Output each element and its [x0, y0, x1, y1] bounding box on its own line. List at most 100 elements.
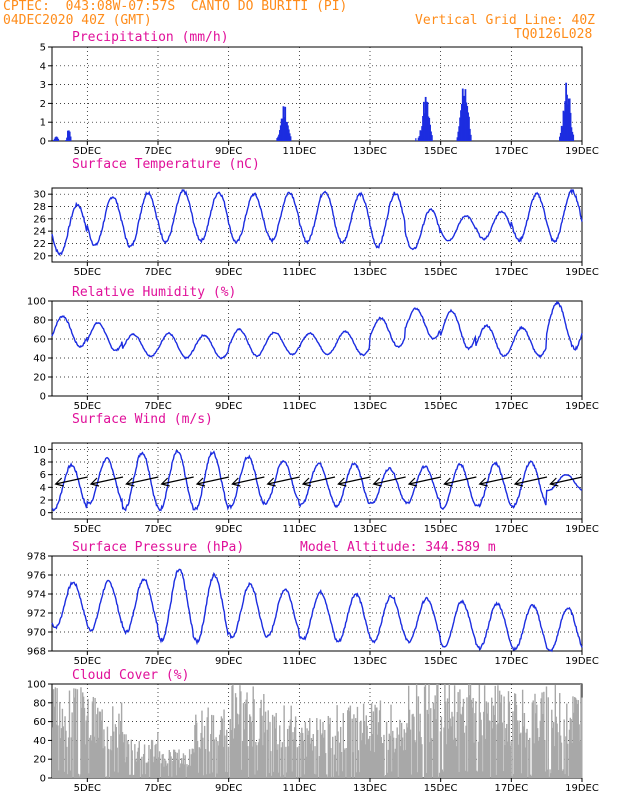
panel6-cloud-bar — [146, 763, 148, 778]
panel6-cloud-bar — [251, 746, 254, 778]
panel6-cloud-bar — [249, 716, 252, 778]
panel6-cloud-bar — [229, 718, 231, 778]
panel5-title: Surface Pressure (hPa) — [72, 540, 244, 555]
panel2-title: Surface Temperature (nC) — [72, 157, 260, 172]
panel6-cloud-bar — [483, 711, 485, 778]
panel6-cloud-bar — [204, 749, 207, 778]
panel6-cloud-bar — [559, 735, 562, 778]
panel3-series-line — [51, 300, 583, 360]
panel6-cloud-bar — [444, 684, 446, 778]
panel6-cloud-bar — [367, 739, 369, 778]
panel4-xtick-label: 7DEC — [144, 524, 171, 535]
panel6-cloud-bar — [555, 716, 557, 778]
wind-arrow-head — [231, 477, 241, 487]
panel6-cloud-bar — [549, 769, 551, 778]
panel6-cloud-bar — [561, 770, 564, 778]
panel6-cloud-bar — [565, 736, 567, 778]
panel6-cloud-bar — [339, 726, 342, 778]
panel5-ytick-label: 972 — [27, 609, 46, 620]
panel6-cloud-bar — [416, 772, 419, 778]
panel6-cloud-bar — [538, 737, 541, 778]
wind-arrow-shaft — [550, 476, 583, 485]
panel6-cloud-bar — [81, 707, 83, 778]
panel6-cloud-bar — [65, 730, 67, 778]
panel6-cloud-bar — [109, 749, 111, 778]
panel6-cloud-bar — [165, 760, 167, 778]
panel3-xtick-label: 19DEC — [565, 401, 599, 412]
wind-arrow-shaft — [338, 476, 371, 485]
panel6-cloud-bar — [271, 714, 274, 778]
panel5-xtick-label: 15DEC — [424, 656, 458, 667]
panel1-bar — [422, 138, 424, 141]
panel6-cloud-bar — [473, 742, 475, 778]
panel6-cloud-bar — [127, 744, 130, 778]
panel6-cloud-bar — [333, 754, 336, 778]
panel6-xtick-label: 15DEC — [424, 783, 458, 794]
wind-arrow-shaft — [126, 476, 159, 485]
panel1-xtick-label: 19DEC — [565, 146, 599, 157]
panel6-cloud-bar — [100, 720, 102, 778]
panel6-cloud-bar — [554, 685, 557, 778]
wind-arrow-shaft — [196, 476, 230, 485]
panel1-xtick-label: 15DEC — [424, 146, 458, 157]
wind-arrow — [125, 476, 159, 487]
panel6-cloud-bar — [358, 772, 360, 778]
panel6-cloud-bar — [467, 771, 469, 778]
header-code: TQ0126L028 — [514, 27, 593, 42]
panel2-xtick-label: 13DEC — [353, 267, 387, 278]
panel6-cloud-bar — [514, 693, 517, 778]
panel6-cloud-bar — [544, 771, 547, 778]
panel6-cloud-bar — [188, 765, 190, 778]
panel6-cloud-bar — [296, 747, 299, 778]
panel6-cloud-bar — [363, 721, 366, 778]
panel6-cloud-bar — [178, 749, 180, 778]
panel6-cloud-bar — [287, 746, 290, 778]
panel6-cloud-bar — [402, 750, 405, 778]
panel6-cloud-bar — [288, 725, 291, 778]
panel6-cloud-bar — [537, 740, 540, 778]
panel1-bar — [572, 134, 575, 141]
panel4-xtick-label: 17DEC — [494, 524, 528, 535]
panel6-cloud-bar — [195, 722, 198, 778]
panel6-cloud-bar — [114, 724, 117, 778]
panel6-cloud-bar — [571, 742, 573, 778]
panel6-cloud-bar — [498, 723, 500, 778]
panel6-cloud-bar — [70, 737, 72, 778]
panel6-cloud-bar — [573, 712, 575, 778]
wind-arrow — [160, 476, 194, 487]
panel6-cloud-bar — [415, 742, 417, 778]
panel6-cloud-bar — [255, 741, 257, 778]
panel6-cloud-bar — [505, 728, 507, 778]
panel1-bar — [569, 112, 572, 141]
panel6-cloud-bar — [496, 724, 498, 778]
panel5-series-line — [51, 568, 583, 653]
panel6-cloud-bar — [186, 764, 188, 778]
panel6-cloud-bar — [531, 702, 534, 778]
panel6-cloud-bar — [466, 697, 468, 778]
panel6-cloud-bar — [58, 770, 60, 778]
panel6-cloud-bar — [491, 728, 494, 778]
panel6-cloud-bar — [129, 774, 132, 778]
panel6-cloud-bar — [192, 748, 194, 778]
panel2-ytick-label: 26 — [33, 214, 46, 225]
panel6-cloud-bar — [340, 752, 343, 778]
panel6-cloud-bar — [78, 776, 80, 778]
panel6-cloud-bar — [212, 715, 215, 778]
panel6-cloud-bar — [445, 701, 447, 778]
panel6-cloud-bar — [432, 702, 435, 778]
panel6-cloud-bar — [353, 714, 355, 778]
panel6-cloud-bar — [560, 742, 563, 778]
panel6-cloud-bar — [578, 724, 580, 778]
panel5-xtick-label: 13DEC — [353, 656, 387, 667]
panel4-title: Surface Wind (m/s) — [72, 412, 213, 427]
panel6-cloud-bar — [125, 734, 127, 778]
panel6-cloud-bar — [511, 776, 513, 778]
panel6-cloud-bar — [492, 705, 495, 778]
panel6-cloud-bar — [581, 697, 583, 778]
panel6-cloud-bar — [536, 704, 538, 778]
panel6-cloud-bar — [253, 699, 255, 778]
panel4-xtick-label: 19DEC — [565, 524, 599, 535]
panel6-cloud-bar — [88, 773, 90, 778]
panel6-cloud-bar — [452, 716, 454, 778]
panel6-cloud-bar — [566, 743, 569, 778]
